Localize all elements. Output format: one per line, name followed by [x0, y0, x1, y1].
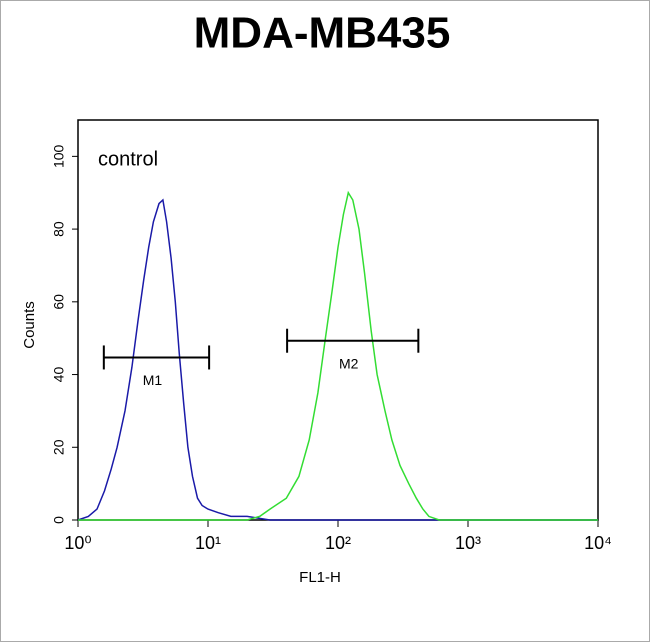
x-tick-label: 10² [325, 533, 351, 553]
x-tick-label: 10³ [455, 533, 481, 553]
x-tick-label: 10¹ [195, 533, 221, 553]
series-line [78, 190, 598, 521]
y-tick-label: 40 [51, 367, 67, 383]
y-tick-label: 0 [51, 516, 67, 524]
marker-label: M1 [143, 372, 163, 388]
y-tick-label: 80 [51, 221, 67, 237]
series-line [77, 198, 598, 521]
y-tick-label: 20 [51, 439, 67, 455]
chart-title: MDA-MB435 [194, 9, 451, 58]
y-tick-label: 60 [51, 294, 67, 310]
x-tick-label: 10⁴ [584, 533, 612, 553]
y-tick-label: 100 [51, 144, 67, 168]
y-axis-label: Counts [21, 301, 38, 349]
marker-label: M2 [339, 355, 359, 371]
x-tick-label: 10⁰ [64, 533, 91, 553]
x-axis-label: FL1-H [299, 569, 341, 586]
annotation: control [98, 148, 158, 170]
